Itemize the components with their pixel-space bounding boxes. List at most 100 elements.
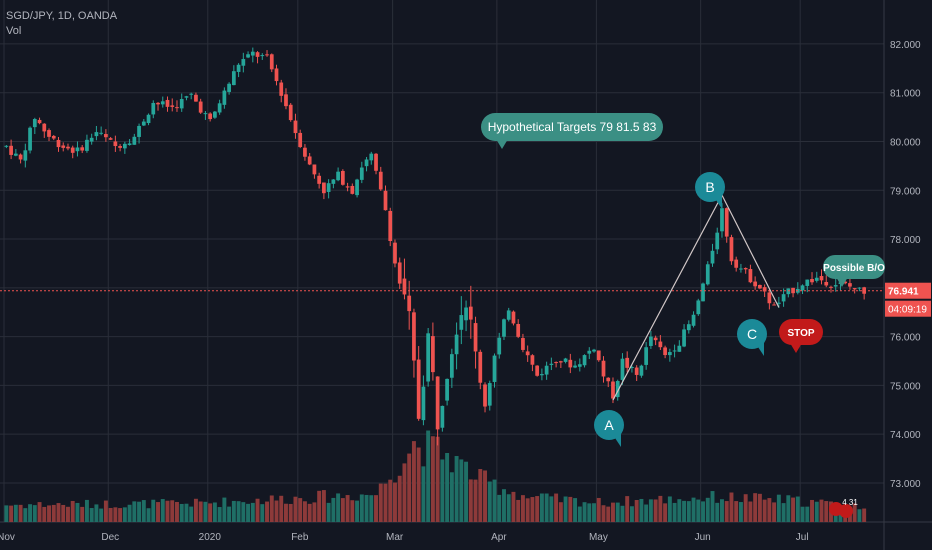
volume-bar — [359, 494, 364, 522]
volume-bar — [539, 493, 544, 522]
volume-bar — [383, 483, 388, 522]
volume-bar — [80, 506, 85, 522]
wave-b-marker[interactable]: B — [695, 172, 725, 209]
candle-body — [672, 350, 677, 352]
volume-bar — [525, 498, 530, 522]
volume-bar — [743, 494, 748, 522]
candle-body — [336, 171, 340, 181]
candle-body — [222, 90, 227, 105]
volume-bar — [51, 504, 56, 522]
volume-bar — [464, 461, 469, 522]
volume-bar — [170, 500, 175, 522]
stop-bubble[interactable]: STOP — [779, 319, 823, 353]
volume-bar — [118, 508, 123, 522]
candle-body — [42, 123, 47, 132]
candle-body — [435, 376, 440, 430]
volume-bar — [658, 495, 663, 522]
volume-bar — [184, 503, 189, 522]
volume-bar — [103, 500, 108, 522]
candle-body — [487, 383, 492, 406]
wave-a-marker[interactable]: A — [594, 410, 624, 447]
volume-bar — [203, 501, 208, 522]
volume-bar — [89, 508, 94, 522]
candle-body — [696, 300, 701, 315]
volume-bar — [132, 501, 137, 522]
candle-body — [340, 170, 345, 185]
volume-bar — [686, 501, 691, 522]
volume-bar — [298, 498, 303, 522]
volume-bar — [193, 498, 198, 522]
candle-body — [549, 363, 554, 365]
candle-body — [577, 364, 582, 367]
candle-body — [37, 119, 42, 124]
volume-bar — [502, 489, 506, 522]
event-badge[interactable]: 4 31 — [829, 498, 858, 518]
volume-bar — [810, 499, 814, 522]
candle-body — [563, 358, 568, 362]
volume-bar — [317, 490, 322, 522]
volume-bar — [757, 493, 762, 522]
y-tick-label: 75.000 — [890, 381, 921, 392]
candle-body — [649, 336, 653, 346]
volume-bar — [862, 508, 867, 522]
volume-bar — [558, 502, 563, 522]
candle-body — [677, 345, 682, 352]
volume-bar — [738, 502, 743, 522]
y-tick-label: 78.000 — [890, 235, 921, 246]
candle-body — [525, 351, 530, 356]
candle-body — [236, 64, 241, 72]
volume-bar — [639, 498, 644, 522]
volume-bar — [497, 494, 502, 522]
candle-body — [51, 135, 56, 139]
targets-bubble[interactable]: Hypothetical Targets 79 81.5 83 — [481, 113, 663, 149]
candle-body — [359, 167, 364, 180]
candle-body — [819, 276, 824, 281]
candle-body — [307, 156, 312, 165]
volume-bar — [165, 500, 170, 522]
volume-bar — [824, 501, 829, 522]
candle-body — [265, 54, 269, 56]
volume-bar — [307, 503, 312, 522]
volume-bar — [75, 502, 80, 522]
volume-bar — [511, 491, 516, 522]
volume-bar — [189, 506, 194, 522]
candle-body — [833, 285, 838, 287]
candle-body — [473, 323, 478, 352]
candle-body — [720, 208, 724, 232]
wave-c-marker[interactable]: C — [737, 319, 767, 356]
breakout-bubble[interactable]: Possible B/O — [823, 255, 885, 287]
volume-bar — [449, 472, 454, 522]
candle-body — [89, 137, 94, 142]
svg-text:C: C — [747, 326, 757, 342]
volume-bar — [355, 500, 360, 522]
volume-bar — [454, 456, 459, 522]
candle-body — [748, 268, 753, 283]
candle-body — [558, 361, 563, 363]
volume-bar — [587, 503, 592, 522]
candle-body — [800, 285, 805, 291]
svg-text:Possible B/O: Possible B/O — [823, 263, 885, 274]
candle-body — [544, 365, 549, 375]
volume-bar — [487, 481, 492, 522]
candle-body — [705, 264, 710, 285]
candle-body — [502, 319, 506, 337]
volume-bar — [217, 507, 222, 522]
candle-body — [279, 82, 284, 96]
candle-body — [122, 143, 127, 149]
volume-bar — [734, 501, 739, 522]
volume-bar — [421, 466, 426, 522]
volume-bar — [710, 491, 715, 522]
volume-bar — [776, 494, 781, 522]
volume-bar — [473, 479, 478, 522]
volume-bar — [227, 506, 232, 522]
volume-bar — [293, 496, 298, 522]
candle-body — [56, 139, 61, 148]
candle-body — [767, 292, 772, 304]
candle-body — [274, 68, 279, 82]
volume-bar — [141, 500, 146, 522]
candle-body — [758, 284, 762, 289]
candle-body — [312, 164, 317, 175]
y-tick-label: 73.000 — [890, 479, 921, 490]
